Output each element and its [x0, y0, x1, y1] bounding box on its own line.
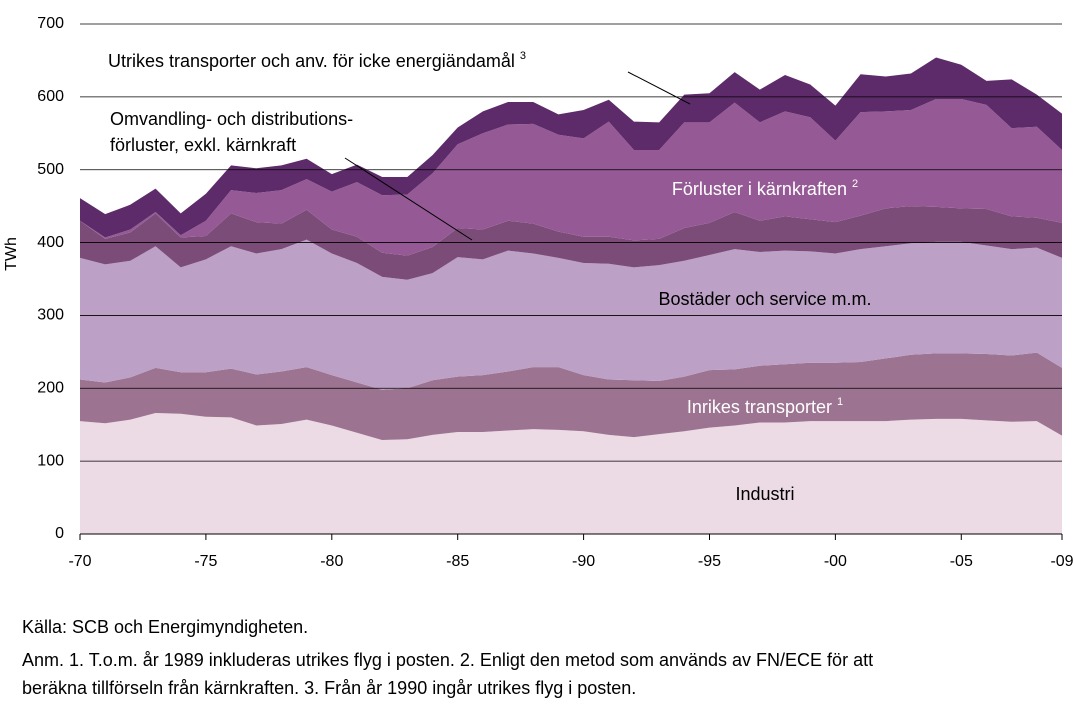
series-label: Inrikes transporter 1	[687, 396, 843, 417]
area	[80, 239, 1062, 390]
y-tick-label: 200	[37, 380, 64, 397]
series-label-text: Omvandling- och distributions-	[110, 109, 353, 129]
series-label: förluster, exkl. kärnkraft	[110, 135, 296, 155]
y-tick-label: 500	[37, 161, 64, 178]
note-line: Anm. 1. T.o.m. år 1989 inkluderas utrike…	[22, 650, 873, 670]
x-tick-label: -05	[950, 553, 973, 570]
series-label: Bostäder och service m.m.	[658, 289, 871, 309]
area	[80, 352, 1062, 441]
x-tick-label: -80	[320, 553, 343, 570]
x-tick-label: -75	[194, 553, 217, 570]
y-tick-label: 100	[37, 452, 64, 469]
x-tick-label: -90	[572, 553, 595, 570]
series-label: Förluster i kärnkraften 2	[672, 178, 858, 199]
series-label-text: förluster, exkl. kärnkraft	[110, 135, 296, 155]
x-tick-label: -95	[698, 553, 721, 570]
y-axis-label: TWh	[3, 237, 20, 271]
area	[80, 57, 1062, 238]
series-label-text: Utrikes transporter och anv. för icke en…	[108, 51, 515, 71]
source: Källa: SCB och Energimyndigheten.	[22, 617, 308, 637]
series-label: Utrikes transporter och anv. för icke en…	[108, 50, 526, 71]
series-label-superscript: 1	[837, 396, 843, 408]
series-label-superscript: 2	[852, 178, 858, 190]
x-tick-label: -70	[68, 553, 91, 570]
series-label-text: Bostäder och service m.m.	[658, 289, 871, 309]
leader-line	[344, 157, 473, 241]
series-label-text: Industri	[735, 484, 794, 504]
area	[80, 413, 1062, 534]
x-tick-label: -09	[1050, 553, 1073, 570]
series-label-text: Inrikes transporter	[687, 397, 832, 417]
y-tick-label: 0	[55, 525, 64, 542]
y-tick-label: 400	[37, 234, 64, 251]
series-label-superscript: 3	[520, 50, 526, 62]
y-tick-label: 300	[37, 307, 64, 324]
note-line: beräkna tillförseln från kärnkraften. 3.…	[22, 678, 636, 698]
series-label: Industri	[735, 484, 794, 504]
series-label: Omvandling- och distributions-	[110, 109, 353, 129]
x-tick-label: -85	[446, 553, 469, 570]
x-tick-label: -00	[824, 553, 847, 570]
area	[80, 99, 1062, 256]
y-tick-label: 600	[37, 88, 64, 105]
y-tick-label: 700	[37, 15, 64, 32]
series-label-text: Förluster i kärnkraften	[672, 179, 847, 199]
leader-line	[627, 71, 691, 105]
